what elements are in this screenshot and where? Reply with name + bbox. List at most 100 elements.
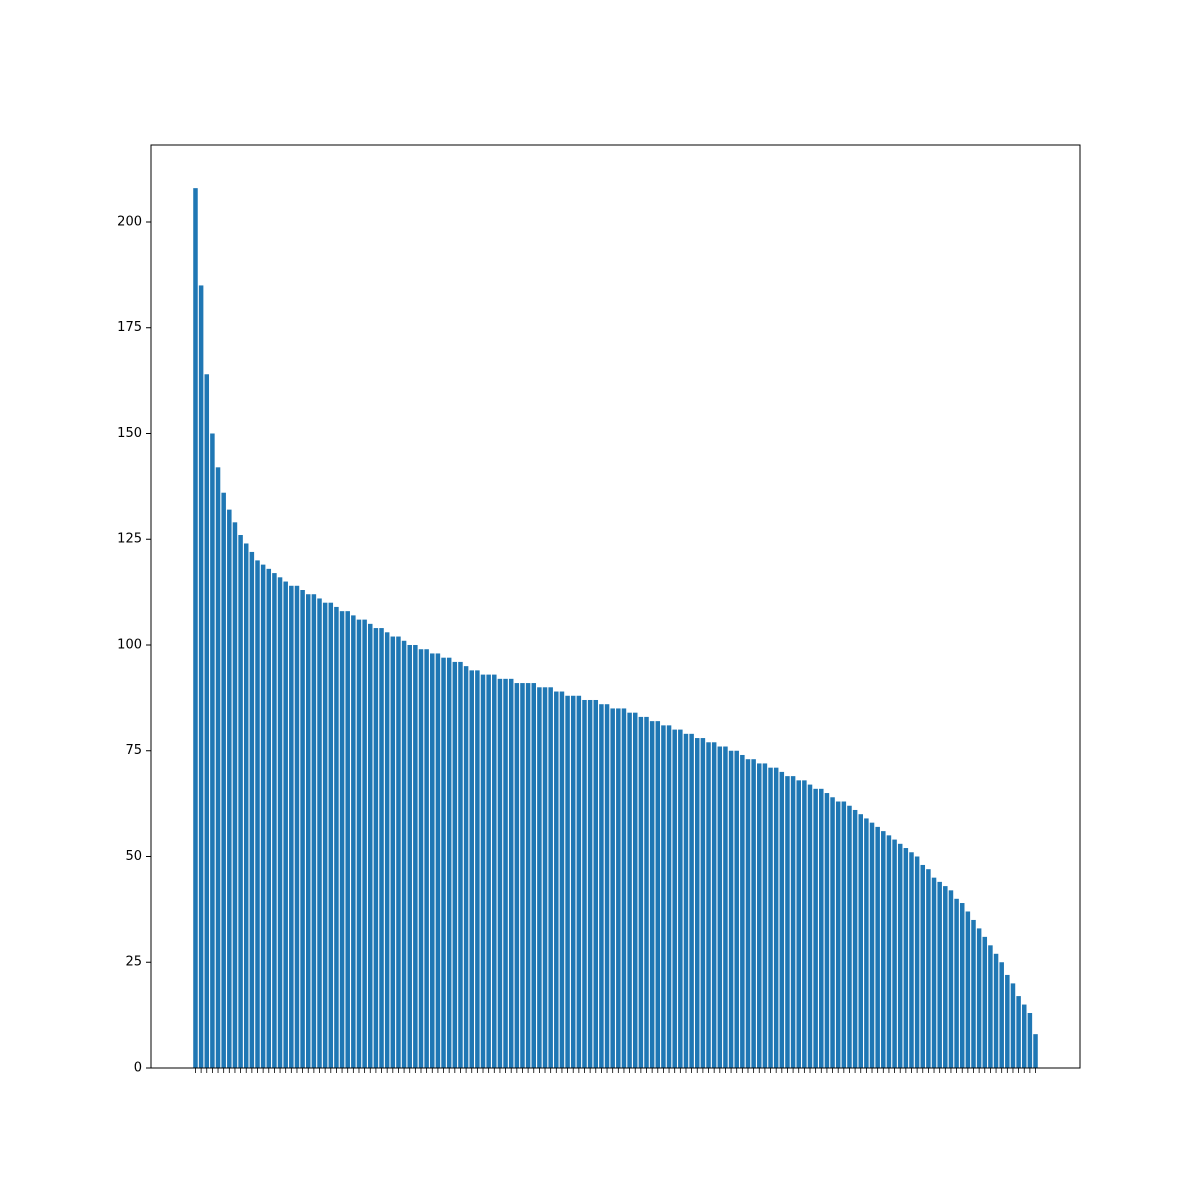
bar — [678, 729, 683, 1068]
bar — [723, 746, 728, 1068]
bar — [362, 619, 367, 1068]
bar — [503, 678, 508, 1068]
bar — [204, 374, 210, 1068]
bar — [582, 699, 587, 1068]
y-tick-label: 150 — [117, 426, 142, 441]
bar — [260, 564, 266, 1068]
bar — [413, 644, 418, 1068]
bar — [300, 590, 305, 1068]
bar — [599, 704, 604, 1068]
bar — [441, 657, 446, 1068]
bar — [469, 670, 474, 1068]
bar — [638, 716, 644, 1068]
bar — [943, 886, 948, 1068]
bar — [424, 649, 429, 1068]
bar — [249, 551, 255, 1068]
bar — [661, 725, 666, 1068]
bar — [886, 835, 892, 1068]
bar — [796, 780, 801, 1068]
bar — [289, 585, 294, 1068]
bar — [768, 767, 773, 1068]
y-tick-label: 0 — [134, 1061, 142, 1076]
y-tick-label: 25 — [125, 955, 142, 970]
bar — [790, 776, 796, 1068]
bar — [965, 911, 971, 1068]
y-tick-label: 125 — [117, 532, 142, 547]
bar — [525, 683, 531, 1068]
bar — [294, 585, 300, 1068]
bar — [480, 674, 486, 1068]
bar — [570, 695, 576, 1068]
bar — [807, 784, 813, 1068]
bar — [999, 962, 1004, 1068]
bar — [1005, 974, 1010, 1068]
bar — [666, 725, 672, 1068]
bar — [492, 674, 497, 1068]
bar — [430, 653, 435, 1068]
bar — [334, 606, 339, 1068]
bar — [672, 729, 677, 1068]
bar — [644, 716, 649, 1068]
bar — [559, 691, 565, 1068]
bar — [384, 632, 390, 1068]
bar — [458, 661, 463, 1068]
bar — [520, 683, 525, 1068]
bar — [971, 919, 976, 1068]
bar — [632, 712, 638, 1068]
axes-frame — [150, 144, 1081, 1069]
bar — [232, 522, 238, 1068]
bar — [238, 535, 243, 1068]
bar — [841, 801, 847, 1068]
y-tick-label: 200 — [117, 214, 142, 229]
bar — [616, 708, 621, 1068]
bar — [345, 611, 350, 1068]
bar — [993, 953, 999, 1068]
bar — [903, 848, 909, 1068]
bar — [198, 285, 204, 1069]
bar — [283, 581, 288, 1068]
bar — [785, 776, 790, 1068]
bar — [396, 636, 401, 1068]
bar — [452, 661, 458, 1068]
bar — [277, 577, 283, 1068]
bar — [446, 657, 452, 1068]
bar — [356, 619, 362, 1068]
bar — [773, 767, 779, 1068]
bar — [255, 560, 260, 1068]
bar — [954, 898, 959, 1068]
bar — [221, 492, 226, 1068]
bar — [373, 628, 379, 1068]
bar — [548, 687, 553, 1068]
bar — [463, 666, 469, 1068]
bar — [734, 750, 739, 1068]
bar — [875, 826, 880, 1068]
bar — [819, 788, 824, 1068]
bar — [621, 708, 627, 1068]
bar — [847, 805, 852, 1068]
bar — [542, 687, 548, 1068]
bar — [627, 712, 632, 1068]
bar — [700, 738, 706, 1068]
bar — [835, 801, 841, 1068]
bar — [948, 890, 954, 1068]
bar — [959, 903, 965, 1068]
bar — [914, 856, 920, 1068]
bar — [683, 733, 689, 1068]
bar — [1033, 1034, 1038, 1068]
bar — [497, 678, 503, 1068]
bar — [824, 793, 830, 1068]
bar — [508, 678, 514, 1068]
bar — [531, 683, 537, 1068]
bar — [418, 649, 424, 1068]
bar — [909, 852, 914, 1068]
bar — [706, 742, 711, 1068]
bar — [892, 839, 897, 1068]
bar — [717, 746, 723, 1068]
bar — [869, 822, 875, 1068]
bar — [435, 653, 441, 1068]
bar — [813, 788, 818, 1068]
bar — [740, 754, 745, 1068]
bar — [711, 742, 717, 1068]
bar — [988, 945, 993, 1068]
